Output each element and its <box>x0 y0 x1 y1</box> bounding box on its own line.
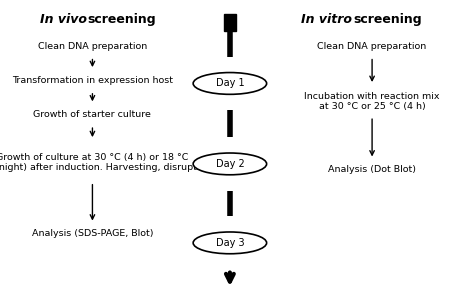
Text: Clean DNA preparation: Clean DNA preparation <box>38 42 147 51</box>
Ellipse shape <box>193 153 266 175</box>
Text: Day 2: Day 2 <box>216 159 244 169</box>
Text: screening: screening <box>88 13 156 27</box>
Text: Growth of culture at 30 °C (4 h) or 18 °C
(overnight) after induction. Harvestin: Growth of culture at 30 °C (4 h) or 18 °… <box>0 153 211 172</box>
Text: In vivo: In vivo <box>40 13 87 27</box>
Ellipse shape <box>193 72 266 94</box>
Text: Clean DNA preparation: Clean DNA preparation <box>318 42 427 51</box>
Text: Day 1: Day 1 <box>216 78 244 89</box>
Ellipse shape <box>193 232 266 254</box>
Text: Growth of starter culture: Growth of starter culture <box>34 110 151 119</box>
Text: Analysis (SDS-PAGE, Blot): Analysis (SDS-PAGE, Blot) <box>32 229 153 238</box>
Text: Incubation with reaction mix
at 30 °C or 25 °C (4 h): Incubation with reaction mix at 30 °C or… <box>304 91 440 111</box>
Text: In vitro: In vitro <box>301 13 352 27</box>
Text: Day 3: Day 3 <box>216 238 244 248</box>
Text: screening: screening <box>353 13 422 27</box>
Text: Transformation in expression host: Transformation in expression host <box>12 76 173 85</box>
Text: Analysis (Dot Blot): Analysis (Dot Blot) <box>328 165 416 174</box>
FancyBboxPatch shape <box>224 14 236 31</box>
